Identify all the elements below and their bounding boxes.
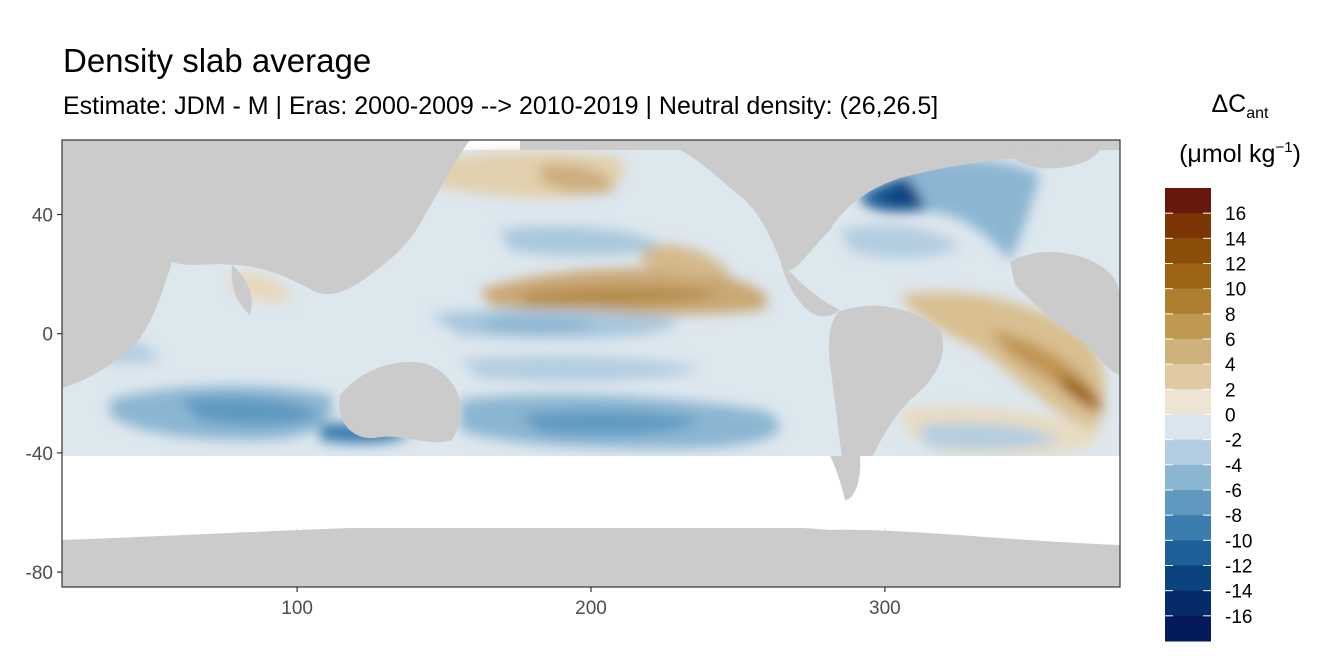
land-south-america (828, 305, 944, 496)
anomaly-south-atlantic-peak (1060, 375, 1102, 412)
legend-title: ΔCant (1211, 90, 1269, 122)
legend-swatch (1165, 339, 1211, 365)
land-antarctica (62, 525, 1120, 587)
legend-label: 10 (1225, 280, 1246, 301)
southern-ocean-gap (62, 456, 1120, 528)
land-west-africa (1010, 251, 1120, 375)
legend-label: -6 (1225, 481, 1242, 502)
legend-swatch (1165, 213, 1211, 239)
y-tick-label: 0 (42, 325, 53, 346)
land-greenland-shelf (1010, 147, 1100, 169)
legend-swatch (1165, 540, 1211, 566)
legend-units: (μmol kg−1) (1179, 139, 1301, 168)
legend-swatch (1165, 490, 1211, 516)
legend-colorbar (1165, 188, 1211, 642)
legend-label: 12 (1225, 255, 1246, 276)
legend-swatch (1165, 238, 1211, 264)
legend-swatch (1165, 288, 1211, 315)
legend-label: 16 (1225, 204, 1246, 225)
y-tick-label: 40 (32, 206, 53, 227)
legend-label: -2 (1225, 431, 1242, 452)
map-layer (62, 140, 1120, 587)
anomaly-kuroshio-core (540, 163, 615, 194)
legend-label: 0 (1225, 406, 1236, 427)
legend-label: 2 (1225, 380, 1236, 401)
y-tick-label: -40 (26, 444, 53, 465)
chart-subtitle: Estimate: JDM - M | Eras: 2000-2009 --> … (63, 92, 939, 120)
y-axis: 40 0 -40 -80 (26, 206, 62, 584)
legend-label: -14 (1225, 582, 1253, 603)
legend-label: -4 (1225, 456, 1242, 477)
anomaly-south-pacific-core (520, 410, 700, 435)
anomaly-north-pacific-core (520, 287, 720, 305)
legend-label: -16 (1225, 607, 1252, 628)
legend-swatch (1165, 464, 1211, 491)
chart-title: Density slab average (63, 42, 372, 79)
legend-label: -12 (1225, 557, 1252, 578)
land-india (231, 265, 252, 315)
x-tick-label: 100 (281, 598, 313, 619)
y-tick-label: -80 (26, 563, 53, 584)
anomaly-north-pacific-cool (500, 226, 660, 256)
legend-label: 4 (1225, 355, 1236, 376)
legend-swatch (1165, 615, 1211, 642)
anomaly-tropical-south-pacific (460, 355, 700, 382)
x-tick-label: 200 (575, 598, 607, 619)
legend-label: 6 (1225, 330, 1236, 351)
x-axis: 100 200 300 (281, 587, 901, 619)
legend-swatch (1165, 364, 1211, 390)
land-eurasia (62, 140, 470, 295)
legend-swatch (1165, 515, 1211, 541)
legend-labels: 16 14 12 10 8 6 4 2 0 -2 -4 -6 -8 -10 -12 -14 -16 (1225, 204, 1253, 628)
anomaly-south-atlantic (900, 292, 1105, 430)
land-africa (62, 255, 172, 388)
legend-swatch (1165, 439, 1211, 466)
legend-swatch (1165, 565, 1211, 592)
legend-swatch (1165, 313, 1211, 340)
anomaly-field (70, 151, 1105, 456)
legend-swatch (1165, 188, 1211, 214)
legend-swatch (1165, 263, 1211, 290)
land-australia (339, 361, 461, 443)
legend-label: 14 (1225, 229, 1247, 250)
anomaly-south-atlantic-cool (920, 423, 1060, 450)
anomaly-equatorial-core (480, 317, 600, 334)
x-tick-label: 300 (869, 598, 901, 619)
land-north-america (520, 140, 1120, 271)
legend-label: 8 (1225, 305, 1236, 326)
legend-label: -8 (1225, 506, 1242, 527)
legend-swatch (1165, 389, 1211, 415)
legend-label: -10 (1225, 531, 1252, 552)
land-masses (62, 140, 1120, 587)
anomaly-ne-pacific (640, 244, 730, 277)
anomaly-north-atlantic-edge (900, 159, 1040, 260)
legend-swatch (1165, 590, 1211, 617)
legend: ΔCant (μmol kg−1) 16 14 12 10 8 6 4 2 0 -2 -4 -6 -8 -… (1165, 90, 1301, 642)
land-central-america (780, 260, 840, 317)
anomaly-indian-south-core (180, 396, 320, 426)
anomaly-subtropical-atlantic (840, 225, 960, 259)
legend-swatch (1165, 414, 1211, 441)
land-patagonia (830, 456, 861, 500)
